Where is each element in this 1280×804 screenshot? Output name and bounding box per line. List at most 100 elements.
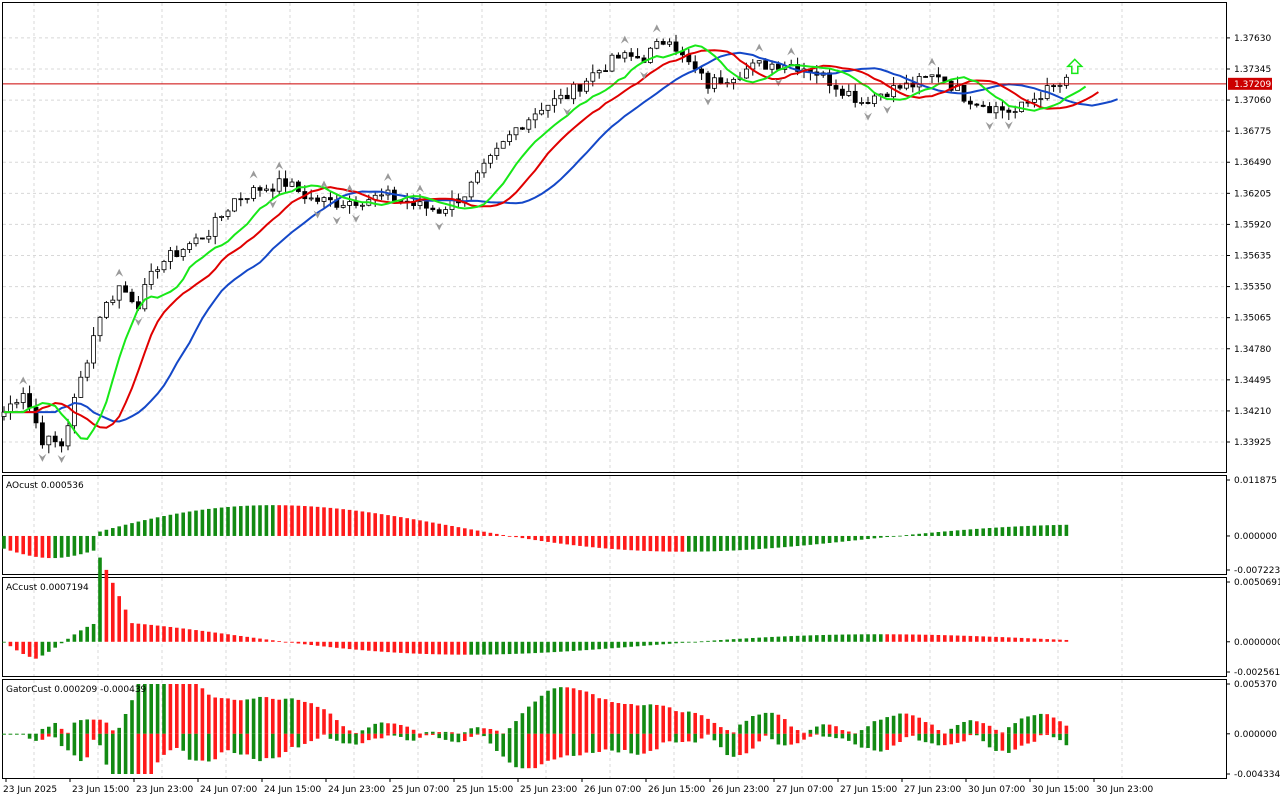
ao-bar <box>149 518 153 536</box>
gator-lower-bar <box>885 733 889 750</box>
ac-bar <box>200 630 205 642</box>
candle-bull <box>7 403 13 413</box>
ac-bar <box>744 638 749 642</box>
ac-bar <box>373 641 377 652</box>
ac-bar <box>1019 637 1024 642</box>
ac-bar <box>59 641 64 644</box>
candle-bull <box>167 250 173 262</box>
ao-bar <box>693 535 697 552</box>
gator-upper-bar <box>72 722 77 734</box>
ac-bar <box>379 641 384 652</box>
candle-bull <box>756 60 762 64</box>
ao-bar <box>335 508 339 536</box>
candle-bull <box>91 335 96 364</box>
gator-pane[interactable] <box>2 679 1227 779</box>
ao-bar <box>322 507 326 536</box>
x-tick-label: 25 Jun 07:00 <box>392 785 449 795</box>
alligator-lines <box>4 44 1118 440</box>
ao-bar <box>962 529 966 536</box>
ac-bar <box>591 641 595 650</box>
candle-bull <box>84 362 90 378</box>
ao-bar <box>571 535 576 546</box>
gator-upper-bar <box>591 694 595 734</box>
ac-bar <box>565 641 569 652</box>
ao-pane[interactable] <box>2 475 1227 575</box>
gator-upper-bar <box>53 722 57 734</box>
candle-bull <box>276 178 282 192</box>
gator-lower-bar <box>527 733 531 769</box>
gator-upper-bar <box>507 728 512 734</box>
candle-bull <box>206 235 212 240</box>
candle-bull <box>468 181 474 198</box>
gator-upper-bar <box>443 731 448 734</box>
gator-upper-bar <box>475 727 480 734</box>
gator-lower-bar <box>271 733 275 759</box>
ac-bar <box>117 596 121 642</box>
gator-upper-bar <box>469 728 473 734</box>
ac-bar <box>911 634 915 642</box>
ao-bar <box>719 535 723 552</box>
ac-bar <box>475 641 480 655</box>
ac-bar <box>1032 638 1037 642</box>
gator-lower-bar <box>943 733 947 746</box>
main-y-axis: 1.37630 1.37345 1.37060 1.36775 1.36490 1.362… <box>1226 34 1271 448</box>
y-tick-label: 1.36775 <box>1234 127 1271 137</box>
gator-upper-bar <box>699 715 704 734</box>
ao-bar <box>859 535 864 540</box>
gator-upper-bar <box>181 684 185 734</box>
ac-bar <box>859 634 864 642</box>
fractal-up-icon <box>416 184 424 193</box>
gator-upper-bar <box>207 694 211 734</box>
fractal-down-icon <box>38 453 47 462</box>
fractal-up-icon <box>115 268 124 277</box>
ao-bar <box>111 528 115 536</box>
gator-lower-bar <box>245 733 249 755</box>
gator-upper-bar <box>597 698 601 734</box>
ac-bar <box>949 635 953 642</box>
ao-bar <box>1026 525 1030 536</box>
ao-bar <box>456 527 461 536</box>
main-pane[interactable] <box>2 2 1227 473</box>
ao-bar <box>40 535 45 558</box>
ao-bar <box>578 535 582 546</box>
gator-lower-bar <box>424 733 429 736</box>
ac-bar <box>143 624 147 642</box>
gator-upper-bar <box>616 703 621 734</box>
candle-bear <box>270 188 276 192</box>
gator-lower-bar <box>335 733 339 741</box>
candle-bull <box>193 237 199 245</box>
gator-upper-bar <box>808 729 813 734</box>
ao-bar <box>744 535 749 550</box>
ao-bar <box>175 513 179 536</box>
ac-pane[interactable] <box>2 577 1227 677</box>
gator-lower-bar <box>283 733 288 752</box>
candle-bear <box>327 197 333 201</box>
gator-lower-bar <box>930 733 934 744</box>
fractal-up-icon <box>620 35 629 44</box>
gator-upper-bar <box>879 719 883 734</box>
gator-lower-bar <box>392 733 397 736</box>
ao-bar <box>277 505 281 536</box>
ao-bar <box>667 535 672 552</box>
gator-lower-bar <box>239 733 243 755</box>
gator-lower-bar <box>34 733 38 741</box>
ac-bar <box>731 639 736 642</box>
x-tick-label: 30 Jun 07:00 <box>968 785 1025 795</box>
ac-bar <box>53 641 57 648</box>
ao-bar <box>904 535 909 536</box>
ao-bar <box>623 535 627 550</box>
sub-y-axes: 0.011875 0.000000 -0.007223 0.0050691 0.0000… <box>1226 476 1280 780</box>
ac-bar <box>431 641 435 655</box>
ao-bar <box>591 535 595 548</box>
candle-bull <box>443 209 449 214</box>
candle-bull <box>161 261 167 271</box>
ac-bar <box>123 609 128 642</box>
fractal-down-icon <box>864 112 872 121</box>
candle-bull <box>558 94 564 100</box>
gator-lower-bar <box>655 733 659 750</box>
ac-bar <box>680 641 685 643</box>
gator-upper-bar <box>655 704 659 734</box>
ao-bar <box>232 506 237 536</box>
